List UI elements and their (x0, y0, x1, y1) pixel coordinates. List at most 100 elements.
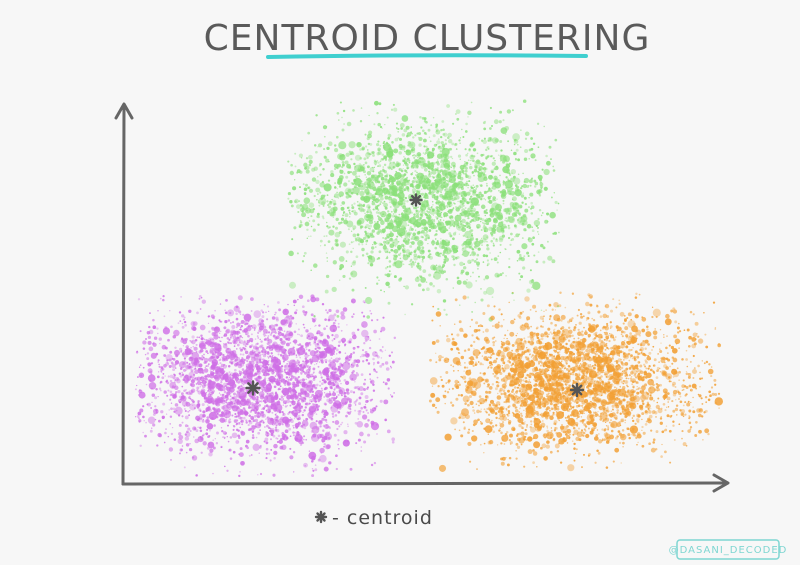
data-point (257, 332, 259, 334)
data-point (386, 273, 391, 278)
data-point (336, 391, 338, 393)
data-point (500, 127, 508, 134)
data-point (322, 413, 326, 416)
data-point (470, 101, 473, 104)
data-point (466, 201, 470, 205)
data-point (394, 137, 399, 142)
data-point (262, 358, 264, 360)
data-point (480, 229, 483, 231)
data-point (378, 338, 381, 340)
data-point (264, 426, 266, 428)
data-point (511, 187, 514, 190)
data-point (480, 298, 484, 302)
data-point (258, 383, 261, 385)
data-point (287, 323, 292, 328)
data-point (473, 186, 476, 188)
data-point (288, 250, 294, 257)
data-point (379, 230, 382, 233)
data-point (199, 420, 201, 422)
data-point (402, 159, 405, 163)
data-point (144, 434, 147, 438)
data-point (267, 359, 270, 362)
data-point (413, 163, 419, 169)
data-point (315, 179, 320, 185)
data-point (315, 187, 321, 193)
data-point (326, 311, 329, 314)
data-point (412, 154, 414, 157)
data-point (311, 393, 315, 397)
data-point (377, 226, 379, 228)
data-point (469, 154, 475, 160)
data-point (283, 395, 285, 398)
data-point (434, 246, 438, 250)
data-point (365, 252, 369, 256)
data-point (388, 166, 392, 170)
data-point (402, 205, 407, 210)
data-point (354, 386, 358, 389)
data-point (306, 348, 308, 351)
data-point (243, 358, 247, 362)
data-point (371, 201, 376, 206)
data-point (480, 288, 482, 290)
data-point (516, 249, 521, 254)
data-point (552, 169, 556, 172)
data-point (376, 361, 380, 364)
data-point (374, 192, 377, 195)
data-point (318, 392, 320, 395)
data-point (393, 201, 396, 204)
data-point (174, 403, 179, 407)
data-point (483, 222, 486, 225)
data-point (344, 401, 347, 404)
data-point (232, 405, 235, 408)
data-point (402, 164, 405, 166)
data-point (397, 137, 400, 139)
data-point (425, 281, 428, 284)
data-point (275, 412, 277, 414)
data-point (266, 336, 269, 339)
data-point (242, 361, 246, 365)
data-point (409, 226, 412, 229)
data-point (254, 411, 258, 414)
data-point (384, 237, 387, 240)
data-point (469, 236, 475, 241)
data-point (295, 356, 298, 359)
data-point (435, 206, 439, 210)
data-point (414, 229, 417, 231)
data-point (487, 195, 491, 200)
data-point (410, 172, 413, 176)
data-point (415, 211, 418, 214)
data-point (416, 167, 419, 169)
data-point (315, 383, 319, 387)
data-point (139, 364, 142, 366)
data-point (179, 367, 183, 370)
data-point (361, 321, 368, 328)
data-point (500, 149, 503, 152)
data-point (343, 123, 346, 125)
data-point (296, 349, 299, 352)
data-point (336, 111, 340, 115)
data-point (435, 189, 438, 192)
data-point (371, 398, 374, 401)
data-point (234, 412, 237, 416)
data-point (398, 144, 403, 149)
data-point (417, 189, 421, 193)
data-point (299, 368, 302, 371)
data-point (435, 161, 438, 164)
data-point (204, 375, 206, 378)
data-point (487, 200, 490, 203)
data-point (315, 413, 318, 415)
data-point (352, 109, 355, 112)
data-point (447, 136, 450, 139)
data-point (164, 431, 167, 435)
data-point (282, 355, 285, 357)
data-point (467, 159, 470, 162)
data-point (146, 352, 150, 355)
data-point (513, 299, 515, 301)
data-point (349, 390, 353, 394)
data-point (431, 147, 435, 151)
data-point (238, 390, 242, 393)
data-point (466, 180, 468, 183)
data-point (412, 232, 416, 237)
data-point (373, 368, 376, 372)
data-point (553, 231, 558, 235)
